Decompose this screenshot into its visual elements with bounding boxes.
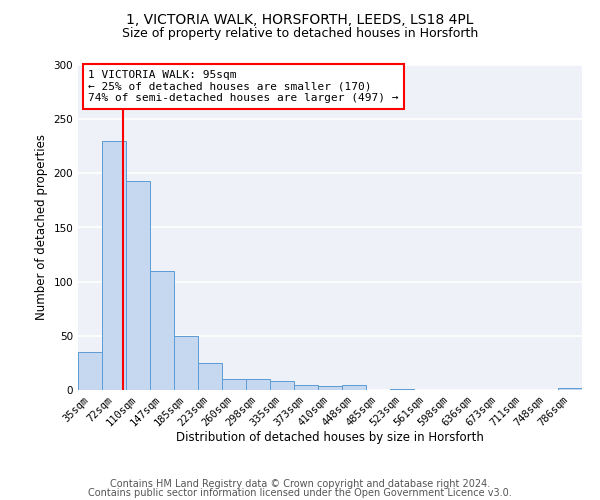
Bar (558, 388, 582, 390)
Bar (294, 384, 318, 390)
Bar (78, 352, 102, 390)
Bar (318, 386, 342, 390)
Bar (270, 382, 294, 390)
Bar (102, 141, 126, 390)
Text: Contains HM Land Registry data © Crown copyright and database right 2024.: Contains HM Land Registry data © Crown c… (110, 479, 490, 489)
Text: 1, VICTORIA WALK, HORSFORTH, LEEDS, LS18 4PL: 1, VICTORIA WALK, HORSFORTH, LEEDS, LS18… (126, 12, 474, 26)
Bar (390, 389, 414, 390)
Text: Contains public sector information licensed under the Open Government Licence v3: Contains public sector information licen… (88, 488, 512, 498)
Bar (150, 271, 174, 390)
X-axis label: Distribution of detached houses by size in Horsforth: Distribution of detached houses by size … (176, 431, 484, 444)
Bar (174, 336, 198, 390)
Bar (342, 384, 366, 390)
Bar (246, 379, 270, 390)
Y-axis label: Number of detached properties: Number of detached properties (35, 134, 48, 320)
Bar (126, 181, 150, 390)
Bar (198, 363, 222, 390)
Bar (222, 379, 246, 390)
Text: 1 VICTORIA WALK: 95sqm
← 25% of detached houses are smaller (170)
74% of semi-de: 1 VICTORIA WALK: 95sqm ← 25% of detached… (88, 70, 398, 103)
Text: Size of property relative to detached houses in Horsforth: Size of property relative to detached ho… (122, 28, 478, 40)
